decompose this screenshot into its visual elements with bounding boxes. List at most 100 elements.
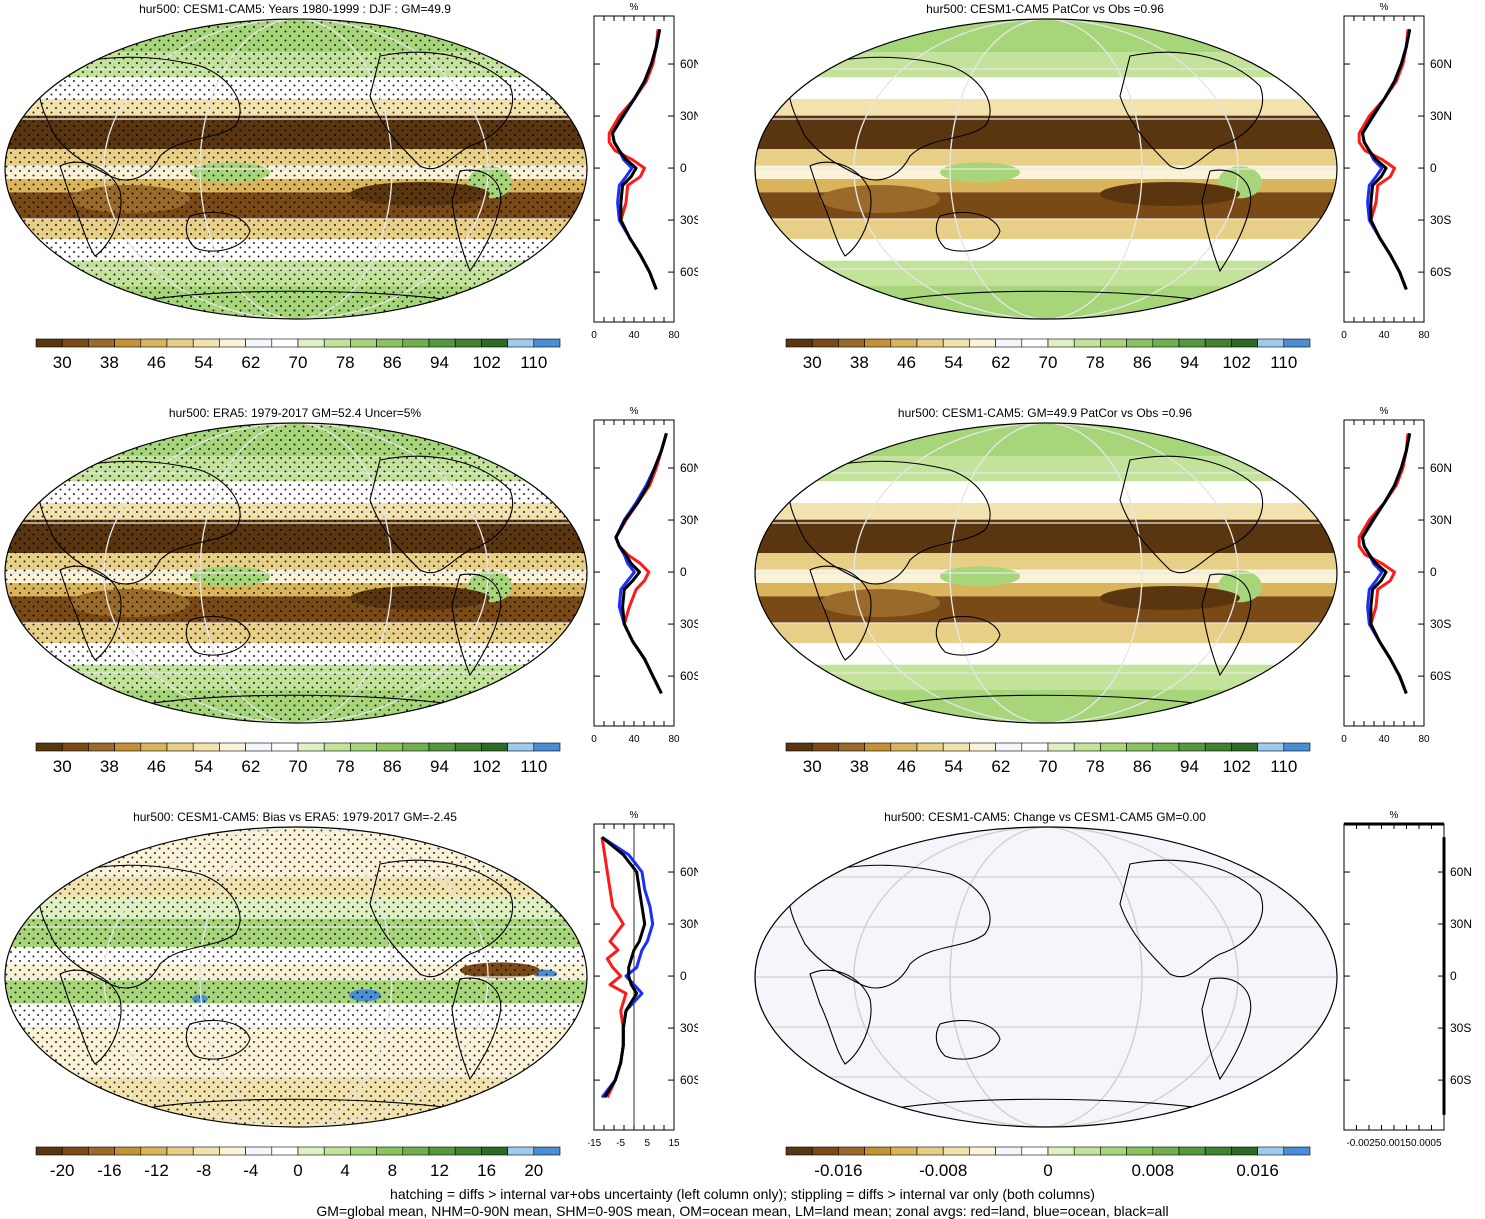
colorbar-label: 30 [53, 757, 72, 776]
colorbar-swatch [995, 1146, 1023, 1156]
zonal-xtick-label: 0 [1341, 734, 1347, 745]
zonal-line-all [614, 432, 668, 695]
colorbar-swatch [140, 1146, 168, 1156]
footer-legend-note: GM=global mean, NHM=0-90N mean, SHM=0-90… [316, 1203, 1169, 1219]
colorbar-swatch [533, 1146, 561, 1156]
colorbar-label: 30 [53, 353, 72, 372]
lat-tick-label: 30S [680, 1021, 698, 1035]
lat-tick-label: 30S [1430, 213, 1451, 227]
colorbar-swatch [890, 338, 918, 348]
colorbar-swatch [1021, 1146, 1049, 1156]
lat-tick-label: 60N [680, 57, 698, 71]
zonal-xtick-label: -5 [616, 1138, 625, 1149]
colorbar-swatch [890, 742, 918, 752]
colorbar-swatch [1231, 742, 1258, 752]
colorbar-label: 0 [293, 1161, 302, 1180]
colorbar-swatch [1100, 1146, 1127, 1156]
lat-tick-label: 0 [680, 161, 687, 175]
colorbar-label: 38 [100, 757, 119, 776]
colorbar-label: -0.008 [919, 1161, 967, 1180]
colorbar-swatch [811, 742, 839, 752]
colorbar-label: -0.016 [814, 1161, 862, 1180]
colorbar-label: 54 [194, 757, 213, 776]
colorbar-label: -12 [144, 1161, 169, 1180]
colorbar-label: 86 [1133, 757, 1152, 776]
map-title: hur500: CESM1-CAM5: Change vs CESM1-CAM5… [884, 810, 1206, 824]
colorbar: 30 38 46 54 62 70 78 86 94 102 110 [35, 742, 561, 776]
colorbar-swatch [428, 338, 456, 348]
colorbar-label: 62 [991, 353, 1010, 372]
colorbar-swatch [219, 1146, 246, 1156]
colorbar-swatch [811, 338, 839, 348]
zonal-mean-plot: % 60N 30N 0 30S 60S -15 -5 5 15 [588, 810, 698, 1149]
lat-tick-label: 60S [1430, 265, 1451, 279]
colorbar-swatch [192, 1146, 220, 1156]
colorbar-swatch [1204, 742, 1232, 752]
colorbar-swatch [942, 742, 970, 752]
lat-tick-label: 30N [1430, 109, 1452, 123]
colorbar-label: 38 [850, 353, 869, 372]
colorbar-swatch [481, 338, 508, 348]
zonal-xtick-label: 5 [645, 1138, 651, 1149]
zonal-mean-plot: % 60N 30N 0 30S 60S 0 40 80 [591, 406, 698, 745]
lat-tick-label: 30S [680, 213, 698, 227]
colorbar-label: 54 [944, 757, 963, 776]
colorbar-swatch [88, 1146, 115, 1156]
colorbar-swatch [114, 742, 142, 752]
colorbar-swatch [1126, 338, 1154, 348]
colorbar-swatch [1021, 338, 1049, 348]
colorbar-swatch [61, 1146, 89, 1156]
colorbar-label: 30 [803, 757, 822, 776]
colorbar-label: 70 [289, 757, 308, 776]
colorbar-swatch [507, 742, 535, 752]
colorbar-label: 46 [897, 353, 916, 372]
zonal-xtick-label: 80 [668, 330, 680, 341]
colorbar-label: -8 [196, 1161, 211, 1180]
zonal-xlabel: % [630, 810, 639, 821]
colorbar-swatch [454, 338, 482, 348]
zonal-mean-plot: % 60N 30N 0 30S 60S 0 40 80 [591, 2, 698, 341]
colorbar-swatch [1100, 338, 1127, 348]
colorbar-swatch [297, 1146, 325, 1156]
lat-tick-label: 60N [1430, 461, 1452, 475]
colorbar-label: 62 [241, 757, 260, 776]
map-panel-abs [4, 18, 588, 320]
colorbar-label: -20 [50, 1161, 75, 1180]
colorbar-swatch [376, 1146, 404, 1156]
lat-tick-label: 30N [1450, 917, 1472, 931]
colorbar-swatch [838, 338, 865, 348]
colorbar-swatch [402, 1146, 430, 1156]
colorbar-swatch [428, 742, 456, 752]
colorbar-swatch [350, 338, 377, 348]
colorbar-swatch [297, 338, 325, 348]
map-title: hur500: CESM1-CAM5: Bias vs ERA5: 1979-2… [133, 810, 457, 824]
colorbar-label: 38 [850, 757, 869, 776]
colorbar-label: 102 [1222, 353, 1250, 372]
colorbar-swatch [942, 1146, 970, 1156]
colorbar-swatch [969, 338, 996, 348]
colorbar-swatch [969, 1146, 996, 1156]
map-title: hur500: CESM1-CAM5 PatCor vs Obs =0.96 [926, 2, 1164, 16]
colorbar-swatch [942, 338, 970, 348]
colorbar-swatch [838, 742, 865, 752]
lat-tick-label: 30S [1430, 617, 1451, 631]
map-panel-change [754, 826, 1338, 1128]
colorbar-label: -16 [97, 1161, 122, 1180]
map-panel-bias [4, 826, 588, 1128]
map-panel-abs [754, 422, 1338, 724]
colorbar-swatch [245, 338, 273, 348]
zonal-xtick-label: 0 [1341, 330, 1347, 341]
colorbar-label: 94 [430, 757, 449, 776]
zonal-xlabel: % [630, 406, 639, 417]
colorbar-swatch [1047, 338, 1075, 348]
colorbar-swatch [916, 742, 944, 752]
colorbar-swatch [376, 742, 404, 752]
zonal-xtick-label: 40 [1378, 330, 1390, 341]
zonal-mean-plot: % 60N 30N 0 30S 60S 0 40 80 [1341, 406, 1452, 745]
lat-tick-label: 60S [1450, 1073, 1471, 1087]
colorbar: 30 38 46 54 62 70 78 86 94 102 110 [35, 338, 561, 372]
colorbar-label: 110 [520, 353, 547, 372]
colorbar-swatch [1231, 1146, 1258, 1156]
lat-tick-label: 0 [680, 565, 687, 579]
colorbar-swatch [271, 338, 299, 348]
